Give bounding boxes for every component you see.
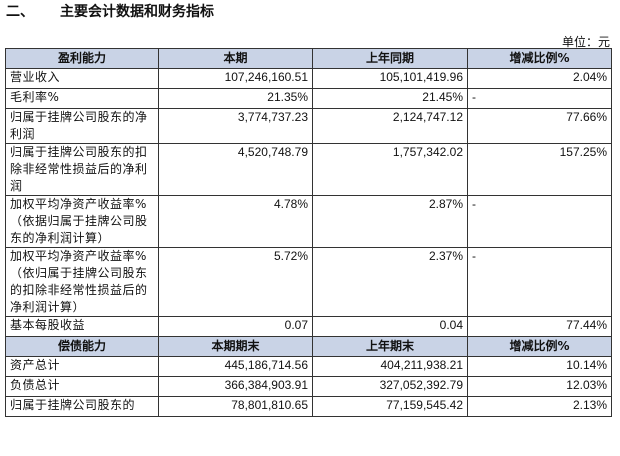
current-value: 366,384,903.91 xyxy=(158,376,313,397)
table-row: 资产总计 445,186,714.56 404,211,938.21 10.14… xyxy=(5,356,612,377)
current-value: 445,186,714.56 xyxy=(158,356,313,377)
table-row: 负债总计 366,384,903.91 327,052,392.79 12.03… xyxy=(5,376,612,397)
header-profitability: 盈利能力 xyxy=(5,48,159,69)
current-value: 3,774,737.23 xyxy=(158,108,313,144)
change-value: 2.13% xyxy=(467,396,612,417)
row-label: 归属于挂牌公司股东的扣除非经常性损益后的净利润 xyxy=(5,143,159,196)
table-row: 归属于挂牌公司股东的 78,801,810.65 77,159,545.42 2… xyxy=(5,396,612,417)
prior-value: 1,757,342.02 xyxy=(312,143,468,196)
change-value: - xyxy=(467,88,612,109)
header-row-solvency: 偿债能力 本期期末 上年期末 增减比例% xyxy=(5,336,612,357)
change-value: 77.66% xyxy=(467,108,612,144)
table-row: 加权平均净资产收益率%（依归属于挂牌公司股东的扣除非经常性损益后的净利润计算） … xyxy=(5,247,612,317)
current-value: 78,801,810.65 xyxy=(158,396,313,417)
header-change-ratio: 增减比例% xyxy=(467,336,612,357)
prior-value: 327,052,392.79 xyxy=(312,376,468,397)
header-row-profitability: 盈利能力 本期 上年同期 增减比例% xyxy=(5,48,612,69)
header-current-period: 本期 xyxy=(158,48,313,69)
financial-indicators-table: 盈利能力 本期 上年同期 增减比例% 营业收入 107,246,160.51 1… xyxy=(5,48,612,417)
current-value: 0.07 xyxy=(158,316,313,337)
prior-value: 2,124,747.12 xyxy=(312,108,468,144)
unit-label: 单位：元 xyxy=(561,35,610,49)
prior-value: 404,211,938.21 xyxy=(312,356,468,377)
row-label: 加权平均净资产收益率%（依归属于挂牌公司股东的扣除非经常性损益后的净利润计算） xyxy=(5,247,159,317)
header-prior-year-end: 上年期末 xyxy=(312,336,468,357)
change-value: 10.14% xyxy=(467,356,612,377)
table-row: 毛利率% 21.35% 21.45% - xyxy=(5,88,612,109)
change-value: 2.04% xyxy=(467,68,612,89)
current-value: 4,520,748.79 xyxy=(158,143,313,196)
change-value: - xyxy=(467,247,612,317)
heading-title: 主要会计数据和财务指标 xyxy=(60,4,214,20)
prior-value: 105,101,419.96 xyxy=(312,68,468,89)
row-label: 基本每股收益 xyxy=(5,316,159,337)
header-period-end: 本期期末 xyxy=(158,336,313,357)
prior-value: 2.37% xyxy=(312,247,468,317)
change-value: - xyxy=(467,195,612,248)
prior-value: 21.45% xyxy=(312,88,468,109)
row-label: 加权平均净资产收益率%（依据归属于挂牌公司股东的净利润计算） xyxy=(5,195,159,248)
table-row: 归属于挂牌公司股东的扣除非经常性损益后的净利润 4,520,748.79 1,7… xyxy=(5,143,612,196)
row-label: 资产总计 xyxy=(5,356,159,377)
table-row: 基本每股收益 0.07 0.04 77.44% xyxy=(5,316,612,337)
row-label: 负债总计 xyxy=(5,376,159,397)
change-value: 77.44% xyxy=(467,316,612,337)
row-label: 归属于挂牌公司股东的净利润 xyxy=(5,108,159,144)
prior-value: 0.04 xyxy=(312,316,468,337)
table-row: 营业收入 107,246,160.51 105,101,419.96 2.04% xyxy=(5,68,612,89)
section-heading: 二、 主要会计数据和财务指标 xyxy=(6,0,214,22)
current-value: 107,246,160.51 xyxy=(158,68,313,89)
change-value: 12.03% xyxy=(467,376,612,397)
header-prior-period: 上年同期 xyxy=(312,48,468,69)
current-value: 4.78% xyxy=(158,195,313,248)
current-value: 5.72% xyxy=(158,247,313,317)
table-row: 加权平均净资产收益率%（依据归属于挂牌公司股东的净利润计算） 4.78% 2.8… xyxy=(5,195,612,248)
heading-number: 二、 xyxy=(6,4,34,20)
table-row: 归属于挂牌公司股东的净利润 3,774,737.23 2,124,747.12 … xyxy=(5,108,612,144)
row-label: 营业收入 xyxy=(5,68,159,89)
row-label: 毛利率% xyxy=(5,88,159,109)
current-value: 21.35% xyxy=(158,88,313,109)
row-label: 归属于挂牌公司股东的 xyxy=(5,396,159,417)
change-value: 157.25% xyxy=(467,143,612,196)
header-change-ratio: 增减比例% xyxy=(467,48,612,69)
header-solvency: 偿债能力 xyxy=(5,336,159,357)
prior-value: 2.87% xyxy=(312,195,468,248)
prior-value: 77,159,545.42 xyxy=(312,396,468,417)
